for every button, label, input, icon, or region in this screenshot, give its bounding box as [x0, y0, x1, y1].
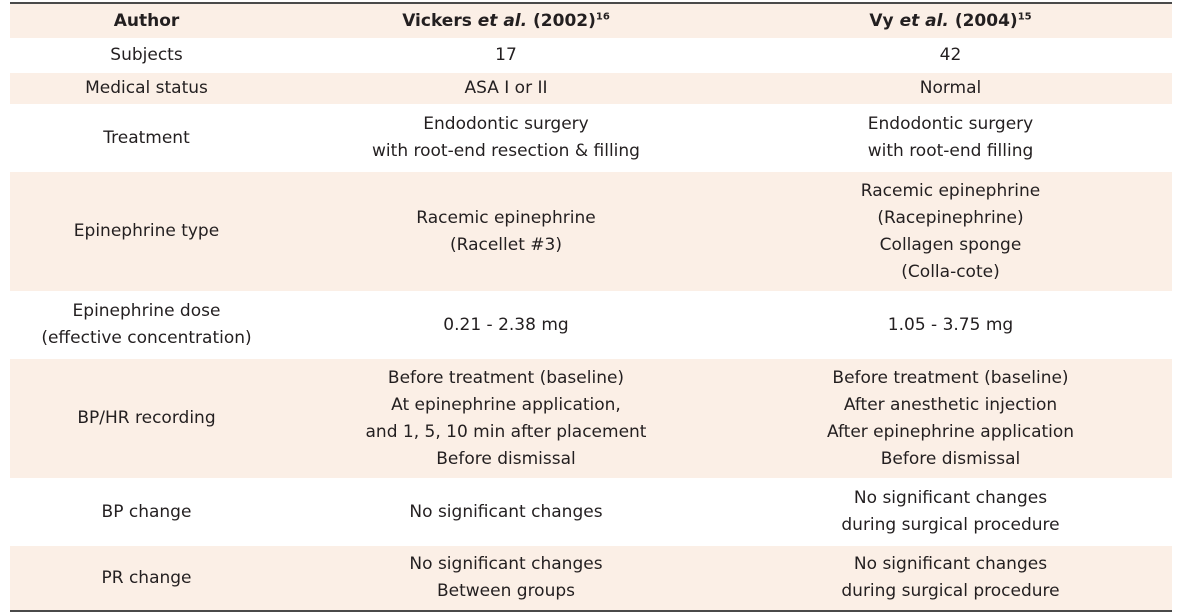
comparison-table: Author Vickers et al. (2002)16 Vy et al.…: [10, 2, 1172, 612]
vickers-cell: 17: [283, 38, 729, 72]
cell-line: (effective concentration): [41, 328, 252, 348]
header-vickers-ref: 16: [595, 11, 610, 23]
table-row: Epinephrine dose (effective concentration…: [10, 291, 1172, 358]
cell-line: 1.05 - 3.75 mg: [887, 314, 1014, 335]
vickers-cell: No significant changes Between groups: [283, 544, 729, 612]
cell-line: Normal: [919, 78, 982, 98]
cell-line: (Racepinephrine): [877, 207, 1024, 228]
row-label: Subjects: [10, 38, 283, 72]
header-vy-year: (2004): [954, 11, 1018, 31]
cell-line: Before dismissal: [436, 448, 576, 469]
cell-line: BP change: [101, 501, 192, 522]
cell-line: Between groups: [436, 581, 576, 601]
row-label: BP change: [10, 478, 283, 545]
cell-line: Collagen sponge: [879, 234, 1022, 255]
cell-line: during surgical procedure: [841, 515, 1060, 535]
table-row: Epinephrine type Racemic epinephrine (Race…: [10, 170, 1172, 292]
header-vy-etal: et al.: [899, 11, 949, 31]
table-row: BP/HR recording Before treatment (baselin…: [10, 357, 1172, 479]
header-vickers-study: Vickers et al. (2002)16: [283, 2, 729, 40]
cell-line: No significant changes: [853, 554, 1048, 574]
cell-line: (Colla-cote): [901, 261, 1000, 282]
vy-cell: 42: [729, 38, 1172, 72]
cell-line: Epinephrine dose: [72, 301, 221, 321]
cell-line: Endodontic surgery: [867, 114, 1034, 134]
vy-cell: Before treatment (baseline) After anesthe…: [729, 357, 1172, 479]
header-vickers-name: Vickers: [402, 11, 472, 31]
header-author: Author: [10, 2, 283, 40]
table-row: Treatment Endodontic surgery with root-end…: [10, 104, 1172, 171]
cell-line: Treatment: [103, 127, 190, 148]
cell-line: Before treatment (baseline): [387, 367, 625, 388]
table-row: Medical status ASA I or II Normal: [10, 71, 1172, 105]
table-row: Subjects 17 42: [10, 38, 1172, 72]
table-row: BP change No significant changes No signif…: [10, 478, 1172, 545]
comparison-table-container: Author Vickers et al. (2002)16 Vy et al.…: [10, 2, 1172, 612]
cell-line: ASA I or II: [464, 78, 548, 98]
cell-line: 0.21 - 2.38 mg: [443, 314, 569, 335]
header-vickers-etal: et al.: [477, 11, 528, 31]
row-label: Epinephrine type: [10, 170, 283, 292]
vy-cell: 1.05 - 3.75 mg: [729, 291, 1172, 358]
cell-line: PR change: [101, 567, 192, 588]
table-body: Subjects 17 42 Medical status ASA I or II Nor…: [10, 38, 1172, 612]
vickers-cell: ASA I or II: [283, 71, 729, 105]
vy-cell: No significant changes during surgical pr…: [729, 544, 1172, 612]
header-vy-study: Vy et al. (2004)15: [729, 2, 1172, 40]
row-label: Epinephrine dose (effective concentration…: [10, 291, 283, 358]
row-label: BP/HR recording: [10, 357, 283, 479]
table-header-row: Author Vickers et al. (2002)16 Vy et al.…: [10, 2, 1172, 40]
cell-line: BP/HR recording: [77, 408, 216, 428]
cell-line: Before treatment (baseline): [832, 367, 1069, 388]
vickers-cell: Before treatment (baseline) At epinephrin…: [283, 357, 729, 479]
vy-cell: Endodontic surgery with root-end filling: [729, 104, 1172, 171]
vickers-cell: No significant changes: [283, 478, 729, 545]
row-label: PR change: [10, 544, 283, 612]
header-vy-name: Vy: [869, 11, 894, 31]
cell-line: No significant changes: [409, 501, 603, 522]
cell-line: 17: [495, 45, 517, 65]
header-vickers-year: (2002): [533, 11, 596, 31]
cell-line: during surgical procedure: [841, 581, 1060, 601]
cell-line: Endodontic surgery: [423, 114, 589, 134]
cell-line: Epinephrine type: [73, 221, 220, 241]
cell-line: Medical status: [85, 78, 208, 98]
vy-cell: Normal: [729, 71, 1172, 105]
cell-line: 42: [939, 45, 962, 65]
cell-line: After anesthetic injection: [843, 394, 1058, 415]
vickers-cell: Racemic epinephrine (Racellet #3): [283, 170, 729, 292]
cell-line: Racemic epinephrine: [860, 180, 1041, 201]
cell-line: Subjects: [110, 45, 183, 65]
row-label: Treatment: [10, 104, 283, 171]
cell-line: with root-end filling: [867, 141, 1034, 161]
cell-line: (Racellet #3): [450, 234, 562, 255]
cell-line: Before dismissal: [880, 448, 1021, 469]
row-label: Medical status: [10, 71, 283, 105]
cell-line: No significant changes: [853, 488, 1048, 508]
vy-cell: No significant changes during surgical pr…: [729, 478, 1172, 545]
cell-line: and 1, 5, 10 min after placement: [365, 421, 647, 442]
cell-line: Racemic epinephrine: [416, 207, 596, 228]
table-row: PR change No significant changes Between g…: [10, 544, 1172, 612]
cell-line: with root-end resection & filling: [372, 141, 640, 161]
cell-line: After epinephrine application: [826, 421, 1075, 442]
cell-line: No significant changes: [409, 554, 603, 574]
header-vy-ref: 15: [1017, 11, 1032, 23]
vickers-cell: Endodontic surgery with root-end resectio…: [283, 104, 729, 171]
vickers-cell: 0.21 - 2.38 mg: [283, 291, 729, 358]
cell-line: At epinephrine application,: [391, 394, 621, 415]
vy-cell: Racemic epinephrine (Racepinephrine) Colla…: [729, 170, 1172, 292]
